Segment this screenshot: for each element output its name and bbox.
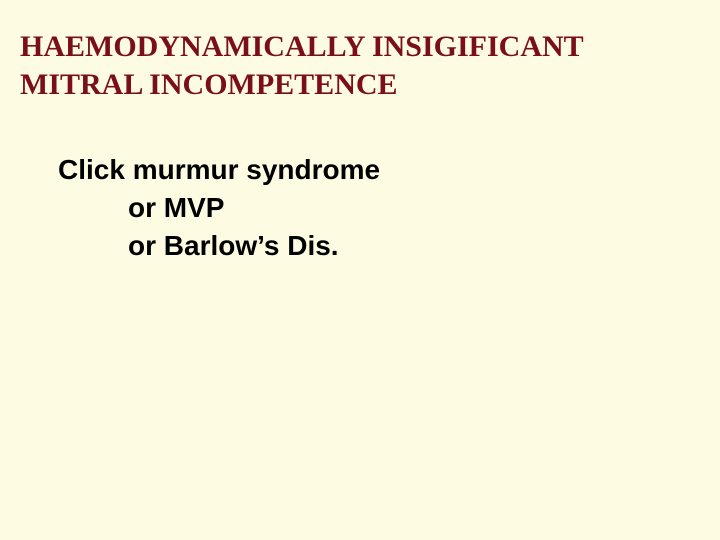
title-line-2: MITRAL INCOMPETENCE [20, 66, 700, 104]
body-line-1: Click murmur syndrome [20, 151, 700, 189]
title-line-1: HAEMODYNAMICALLY INSIGIFICANT [20, 28, 700, 66]
body-line-2: or MVP [20, 189, 700, 227]
slide: HAEMODYNAMICALLY INSIGIFICANT MITRAL INC… [0, 0, 720, 540]
body-line-3: or Barlow’s Dis. [20, 227, 700, 265]
slide-body: Click murmur syndrome or MVP or Barlow’s… [20, 151, 700, 264]
slide-title: HAEMODYNAMICALLY INSIGIFICANT MITRAL INC… [20, 28, 700, 103]
